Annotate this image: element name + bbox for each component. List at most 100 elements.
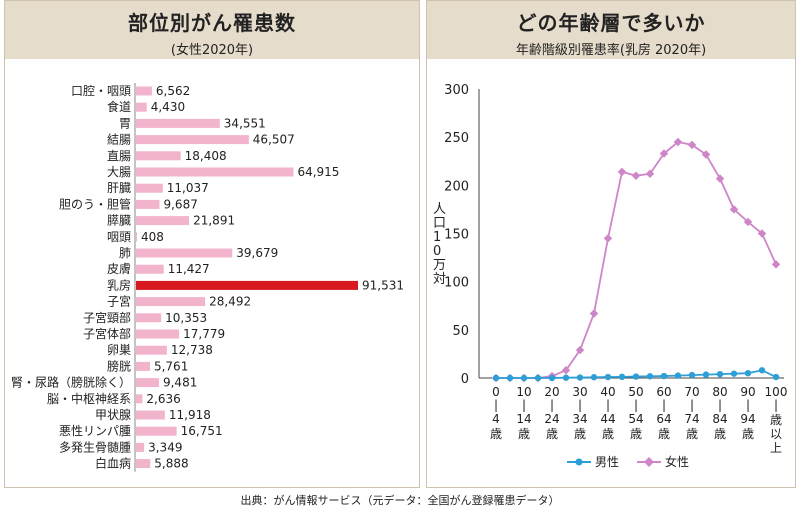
bar — [136, 248, 233, 258]
data-point-male — [660, 372, 668, 380]
bar-value-label: 64,915 — [297, 165, 339, 179]
data-point-male — [548, 374, 556, 382]
legend-marker-male — [567, 458, 591, 465]
category-label: 肺 — [119, 246, 131, 260]
data-point-female — [575, 345, 585, 355]
bar — [136, 378, 159, 388]
data-point-female — [715, 174, 725, 183]
bar — [136, 329, 180, 339]
legend: 男性 女性 — [567, 453, 689, 470]
x-tick-label-dash: | — [550, 398, 554, 412]
legend-label-male: 男性 — [595, 455, 620, 469]
category-label: 大腸 — [107, 165, 131, 179]
y-axis-label: 人口 1 0 万対 — [433, 202, 446, 287]
data-point-male — [702, 371, 710, 378]
x-tick-label-unit: 歳 — [658, 427, 670, 441]
data-point-male — [576, 374, 584, 381]
x-tick-label-end: 84 — [712, 412, 727, 426]
bar-value-label: 5,761 — [154, 359, 188, 373]
legend-marker-female — [637, 456, 662, 467]
bar — [136, 297, 206, 307]
bar — [136, 280, 358, 290]
right-panel-header: どの年齢層で多いか 年齢階級別罹患率(乳房 2020年) — [427, 1, 795, 59]
category-label: 結腸 — [107, 133, 131, 147]
data-point-male — [688, 371, 696, 379]
bar-value-label: 39,679 — [236, 246, 278, 260]
x-tick-label-end: 14 — [516, 412, 531, 426]
x-tick-label-unit: 歳 — [518, 427, 530, 441]
category-label: 食道 — [107, 99, 131, 114]
bar — [136, 167, 294, 177]
bar — [136, 216, 190, 226]
data-point-female — [617, 167, 627, 177]
y-tick-label: 150 — [444, 228, 469, 243]
bar — [136, 102, 147, 112]
data-point-male — [730, 370, 738, 377]
x-tick-label-end: 54 — [628, 412, 643, 426]
bar — [136, 232, 137, 242]
bar-value-label: 12,738 — [171, 343, 213, 357]
bar-value-label: 11,037 — [167, 181, 209, 195]
y-tick-label: 250 — [444, 131, 469, 146]
bar-value-label: 5,888 — [154, 457, 188, 471]
data-point-male — [506, 374, 514, 382]
data-point-female — [603, 234, 613, 243]
legend-item-male: 男性 — [567, 453, 619, 470]
category-label: 胃 — [119, 116, 131, 130]
bar — [136, 459, 151, 469]
bar-value-label: 4,430 — [151, 100, 185, 114]
bar — [136, 442, 145, 452]
bar-value-label: 6,562 — [156, 84, 190, 98]
category-label: 子宮 — [107, 294, 131, 309]
data-point-male — [758, 367, 766, 374]
x-tick-label-start: 20 — [544, 385, 559, 399]
bar-value-label: 2,636 — [146, 392, 180, 406]
category-label: 直腸 — [107, 149, 131, 163]
category-label: 咽頭 — [107, 230, 131, 244]
right-chart-subtitle: 年齢階級別罹患率(乳房 2020年) — [515, 43, 707, 58]
y-tick-label: 200 — [444, 179, 469, 194]
x-tick-label-end: 歳以上 — [770, 413, 782, 455]
x-tick-label-end: 44 — [600, 412, 615, 426]
category-label: 膀胱 — [107, 358, 131, 373]
bar — [136, 345, 167, 355]
bar — [136, 313, 162, 323]
x-tick-label-unit: 歳 — [546, 427, 558, 441]
bar — [136, 135, 249, 145]
bar — [136, 426, 177, 436]
x-tick-label-start: 80 — [712, 385, 727, 399]
data-point-male — [674, 372, 682, 379]
category-label: 白血病 — [95, 456, 131, 471]
bar-value-label: 9,687 — [163, 197, 197, 211]
x-tick-label-start: 50 — [628, 385, 643, 399]
data-point-male — [492, 374, 500, 382]
x-tick-label-dash: | — [494, 398, 498, 412]
x-tick-label-end: 94 — [740, 412, 755, 426]
bar-value-label: 28,492 — [209, 295, 251, 309]
x-tick-label-start: 90 — [740, 385, 755, 399]
x-tick-label-start: 70 — [684, 385, 699, 399]
category-label: 胆のう・胆管 — [59, 196, 131, 211]
bar-value-label: 11,427 — [168, 262, 210, 276]
category-label: 脳・中枢神経系 — [47, 391, 131, 406]
legend-label-female: 女性 — [665, 455, 690, 469]
y-tick-label: 300 — [444, 83, 469, 98]
y-tick-label: 0 — [461, 372, 469, 387]
bar-value-label: 18,408 — [185, 149, 227, 163]
data-point-male — [646, 373, 654, 380]
x-tick-label-unit: 歳 — [686, 427, 698, 441]
category-label: 多発生骨髄腫 — [59, 439, 131, 454]
right-panel: どの年齢層で多いか 年齢階級別罹患率(乳房 2020年) 0 50 100 150 20… — [426, 0, 796, 488]
data-point-male — [772, 373, 780, 381]
x-tick-label-dash: | — [746, 398, 750, 412]
bar-value-label: 3,349 — [148, 440, 182, 454]
bar-value-label: 34,551 — [224, 116, 266, 130]
bar — [136, 151, 181, 161]
left-chart-title: 部位別がん罹患数 — [128, 11, 296, 35]
data-point-male — [618, 373, 626, 381]
x-tick-label-dash: | — [634, 398, 638, 412]
data-point-male — [744, 369, 752, 377]
left-panel: 部位別がん罹患数 (女性2020年) 口腔・咽頭 6,562 食道 4,430 胃 34,… — [4, 0, 420, 488]
bar — [136, 118, 220, 128]
